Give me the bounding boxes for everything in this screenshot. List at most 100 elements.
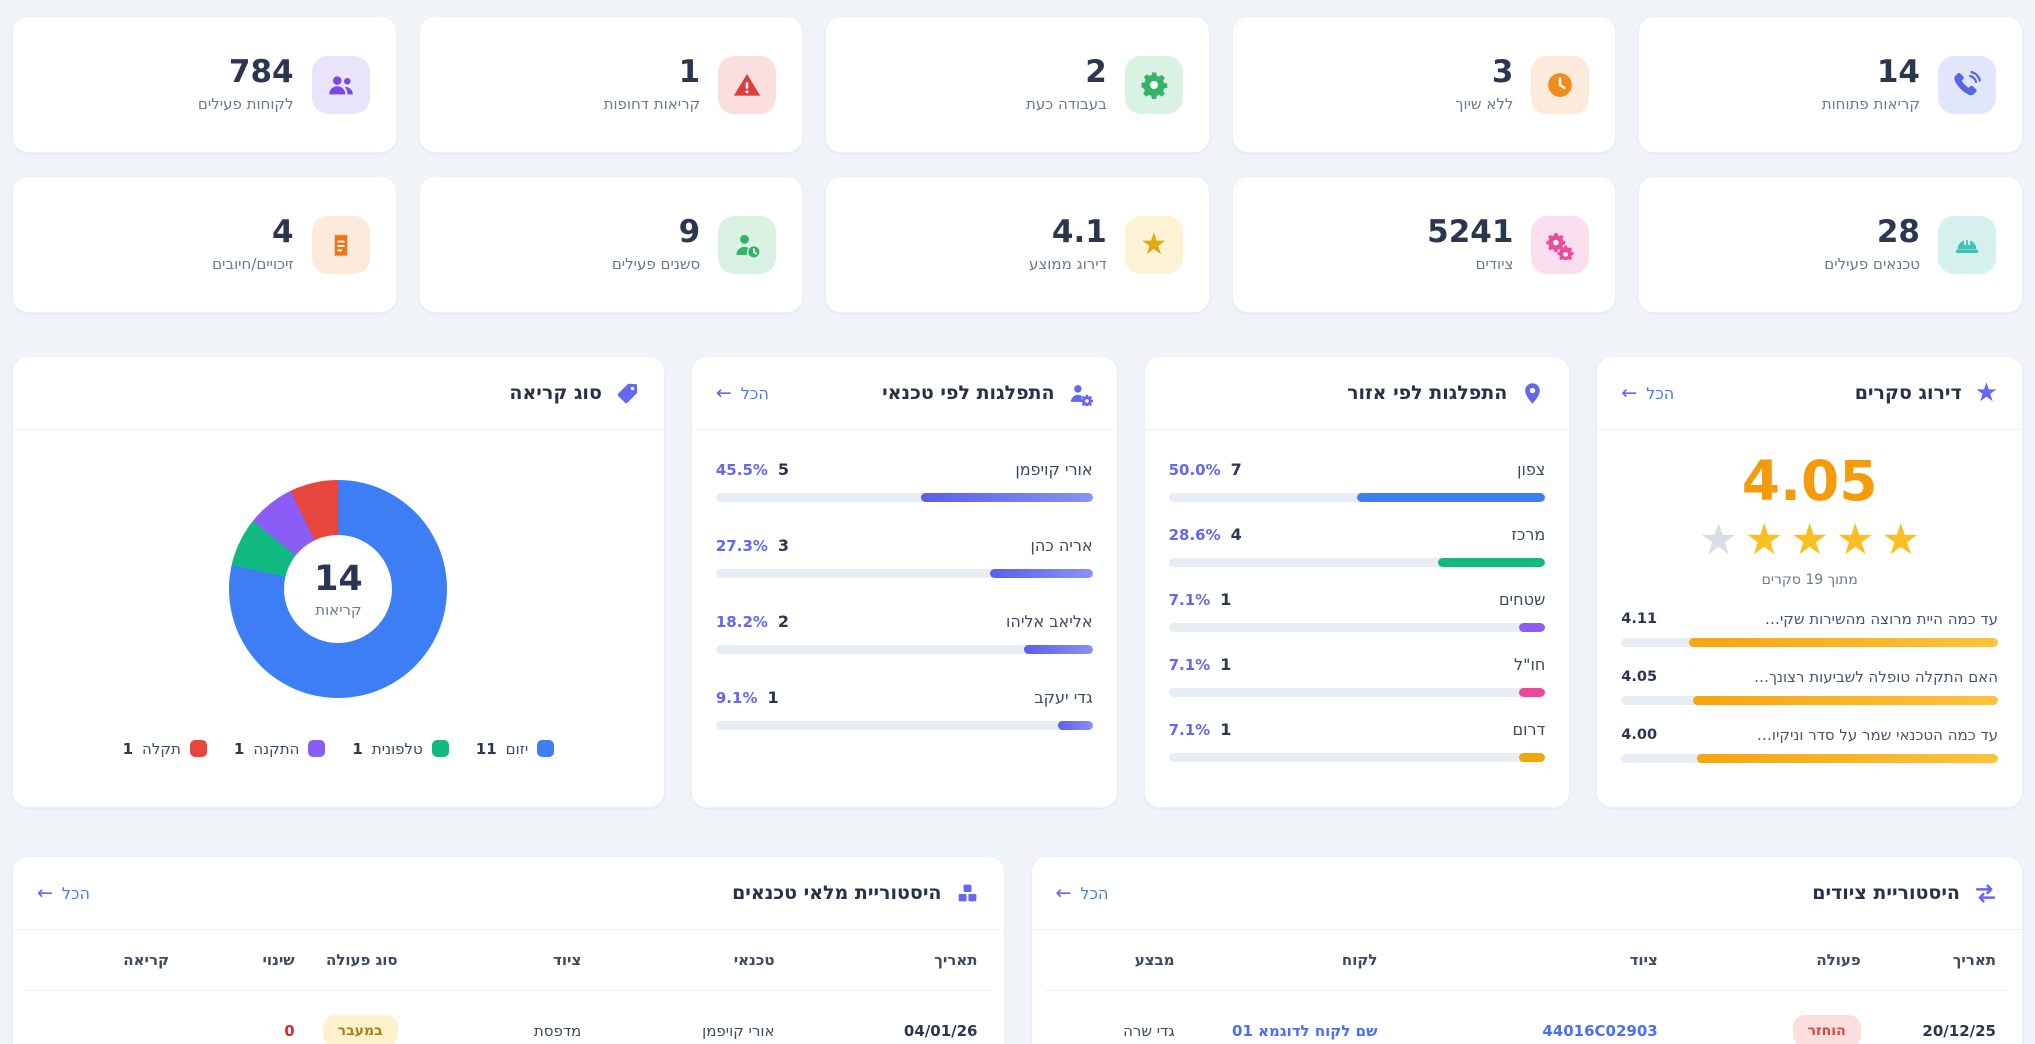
survey-value: 4.00 — [1621, 727, 1658, 743]
equipment-all-link[interactable]: הכל — [1056, 882, 1108, 904]
stat-card: 2 בעבודה כעת — [825, 16, 1210, 153]
panel-survey-header: ★ דירוג סקרים הכל — [1597, 357, 2022, 430]
legend-count: 1 — [352, 739, 363, 758]
inventory-header-row: תאריך טכנאי ציוד סוג פעולה שינוי קריאה — [25, 930, 992, 991]
stat-icon-tile — [718, 215, 777, 274]
table-row[interactable]: 04/01/26 אורי קויפמן מדפסת במעבר 0 — [25, 991, 992, 1044]
call-type-body: 14 קריאות יזום 11 טלפונית 1 הת — [13, 430, 664, 807]
region-count: 4 — [1230, 525, 1242, 544]
stat-value: 5241 — [1427, 213, 1514, 250]
legend-color-chip — [308, 740, 326, 757]
technician-all-link[interactable]: הכל — [716, 382, 769, 404]
region-count: 1 — [1220, 590, 1232, 609]
legend-count: 1 — [122, 739, 134, 758]
legend-item: התקנה 1 — [234, 740, 326, 758]
transfer-arrows-icon — [1973, 881, 1998, 906]
technician-percent: 9.1% — [715, 688, 758, 707]
client-link[interactable]: שם לקוח לדוגמא 01 — [1232, 1022, 1378, 1040]
technician-percent: 27.3% — [715, 536, 768, 555]
legend-label: התקנה — [253, 739, 300, 758]
column-header: ציוד — [1391, 930, 1672, 991]
equipment-history-header: היסטוריית ציודים הכל — [1031, 857, 2022, 930]
technician-bar-track — [715, 493, 1093, 502]
region-bar-track — [1168, 623, 1546, 632]
legend-item: תקלה 1 — [123, 740, 207, 758]
technician-bar-fill — [1058, 721, 1093, 730]
location-pin-icon — [1520, 381, 1545, 406]
legend-label: יזום — [505, 739, 529, 758]
cell-equipment[interactable]: 44016C02903 — [1391, 991, 1671, 1044]
stat-text: 28 טכנאים פעילים — [1824, 216, 1920, 274]
stat-card: 3 ללא שיוך — [1231, 16, 1617, 153]
stat-text: 5241 ציודים — [1427, 216, 1513, 274]
inventory-table-wrap: תאריך טכנאי ציוד סוג פעולה שינוי קריאה 04/01/… — [13, 930, 1004, 1044]
stat-text: 4.1 דירוג ממוצע — [1029, 216, 1107, 274]
legend-count: 11 — [475, 739, 497, 758]
stat-card: 28 טכנאים פעילים — [1638, 176, 2023, 313]
change-value: 0 — [284, 1022, 295, 1040]
all-link-label: הכל — [740, 383, 769, 403]
stat-card: 4 זיכויים/חיובים — [12, 176, 397, 313]
stat-card: ★ 4.1 דירוג ממוצע — [825, 176, 1210, 313]
survey-score: 4.05 — [1741, 449, 1878, 513]
region-percent: 7.1% — [1168, 720, 1211, 739]
call-type-legend: יזום 11 טלפונית 1 התקנה 1 תקלה 1 — [123, 740, 555, 758]
technician-bar-track — [715, 645, 1093, 654]
technician-name: אליאב אליהו — [1006, 612, 1093, 631]
technician-bar-track — [715, 569, 1093, 578]
region-bar-fill — [1356, 493, 1546, 502]
star-icon: ★ — [1974, 378, 1998, 408]
stat-icon-tile — [1938, 55, 1996, 114]
cell-client[interactable]: שם לקוח לדוגמא 01 — [1189, 991, 1392, 1044]
region-count: 7 — [1230, 460, 1242, 479]
cell-operator: גדי שרה — [1123, 1022, 1175, 1040]
stat-card: 1 קריאות דחופות — [418, 16, 804, 153]
inventory-boxes-icon — [955, 881, 980, 906]
inventory-all-link[interactable]: הכל — [37, 882, 90, 904]
stat-icon-tile: ★ — [1124, 215, 1183, 274]
middle-panels: ★ דירוג סקרים הכל 4.05 מתוך 19 סקרים עד … — [12, 356, 2023, 808]
stat-card: 784 לקוחות פעילים — [12, 16, 397, 153]
bottom-tables: היסטוריית ציודים הכל תאריךפעולהציודלקוחמ… — [12, 856, 2023, 1044]
donut-center: 14 קריאות — [229, 480, 447, 698]
survey-bar-track — [1621, 754, 1998, 763]
stat-value: 14 — [1876, 53, 1920, 90]
equipment-link[interactable]: 44016C02903 — [1542, 1022, 1658, 1040]
survey-row: עד כמה היית מרוצה מהשירות שקי… 4.11 — [1621, 610, 1998, 647]
panel-title: היסטוריית ציודים — [1812, 882, 1960, 904]
stat-label: ללא שיוך — [1455, 95, 1514, 114]
region-row: צפון 7 50.0% — [1168, 460, 1546, 502]
stat-icon-tile — [1938, 215, 1996, 274]
stat-value: 3 — [1491, 53, 1514, 90]
region-row: שטחים 1 7.1% — [1168, 590, 1546, 632]
region-bar-track — [1168, 753, 1546, 762]
panel-title: התפלגות לפי אזור — [1347, 382, 1508, 404]
panel-region-header: התפלגות לפי אזור — [1144, 357, 1570, 430]
region-bar-track — [1168, 493, 1546, 502]
cell-date: 04/01/26 — [903, 1022, 978, 1040]
stat-label: טכנאים פעילים — [1824, 255, 1920, 274]
region-percent: 28.6% — [1168, 525, 1221, 544]
star-icon — [1790, 519, 1829, 562]
technician-row: אורי קויפמן 5 45.5% — [715, 460, 1093, 502]
stat-label: סשנים פעילים — [611, 255, 701, 274]
table-row[interactable]: 20/12/25 הוחזר 44016C02903 שם לקוח לדוגמ… — [1044, 991, 2011, 1044]
panel-survey-ratings: ★ דירוג סקרים הכל 4.05 מתוך 19 סקרים עד … — [1596, 356, 2023, 808]
stat-icon-tile — [718, 55, 777, 114]
column-header: תאריך — [1874, 930, 2010, 991]
legend-item: יזום 11 — [475, 739, 555, 758]
region-name: שטחים — [1498, 590, 1546, 609]
cell-action: הוחזר — [1672, 991, 1875, 1044]
surveys-all-link[interactable]: הכל — [1621, 382, 1674, 404]
panel-technician-header: התפלגות לפי טכנאי הכל — [691, 357, 1117, 430]
stat-value: 1 — [678, 53, 701, 90]
column-header: לקוח — [1188, 930, 1392, 991]
arrow-left-icon — [716, 382, 732, 404]
inventory-history-header: היסטוריית מלאי טכנאים הכל — [13, 857, 1004, 930]
stat-label: קריאות פתוחות — [1821, 95, 1920, 114]
panel-by-technician: התפלגות לפי טכנאי הכל אורי קויפמן 5 45.5… — [690, 356, 1118, 808]
stat-label: דירוג ממוצע — [1029, 255, 1107, 274]
panel-title: דירוג סקרים — [1854, 382, 1962, 404]
legend-count: 1 — [233, 739, 245, 758]
call-type-donut: 14 קריאות — [229, 479, 448, 698]
